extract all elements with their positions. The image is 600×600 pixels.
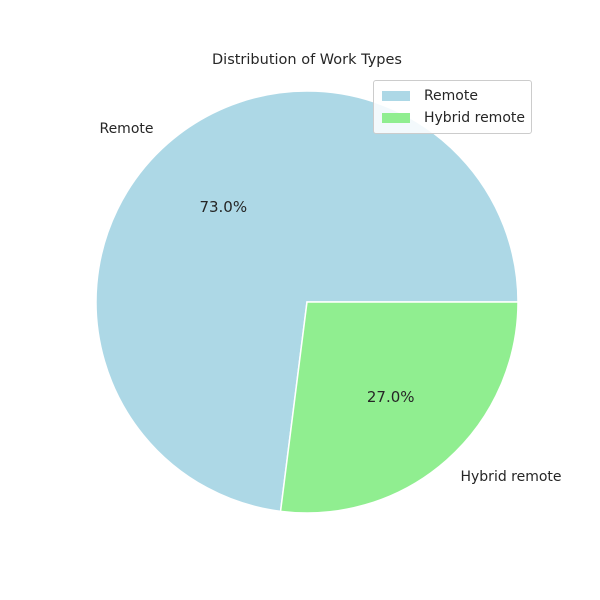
slice-percent-hybrid-remote: 27.0% bbox=[367, 388, 415, 406]
legend-label-remote: Remote bbox=[423, 88, 478, 104]
slice-label-hybrid-remote: Hybrid remote bbox=[460, 469, 561, 485]
legend: Remote Hybrid remote bbox=[372, 80, 532, 134]
slice-label-remote: Remote bbox=[99, 121, 153, 137]
pie-slice-hybrid-remote bbox=[279, 301, 519, 514]
pie-slices bbox=[95, 90, 519, 514]
pie-labels: Remote 73.0% Hybrid remote 27.0% bbox=[99, 121, 561, 485]
legend-swatch-hybrid-remote bbox=[381, 113, 410, 123]
pie-slice-remote bbox=[95, 90, 519, 513]
slice-percent-remote: 73.0% bbox=[199, 198, 247, 216]
legend-swatch-remote bbox=[381, 91, 410, 101]
legend-item-remote: Remote bbox=[380, 85, 525, 107]
legend-label-hybrid-remote: Hybrid remote bbox=[423, 110, 525, 126]
legend-item-hybrid-remote: Hybrid remote bbox=[380, 107, 525, 129]
chart-title: Distribution of Work Types bbox=[212, 52, 402, 68]
